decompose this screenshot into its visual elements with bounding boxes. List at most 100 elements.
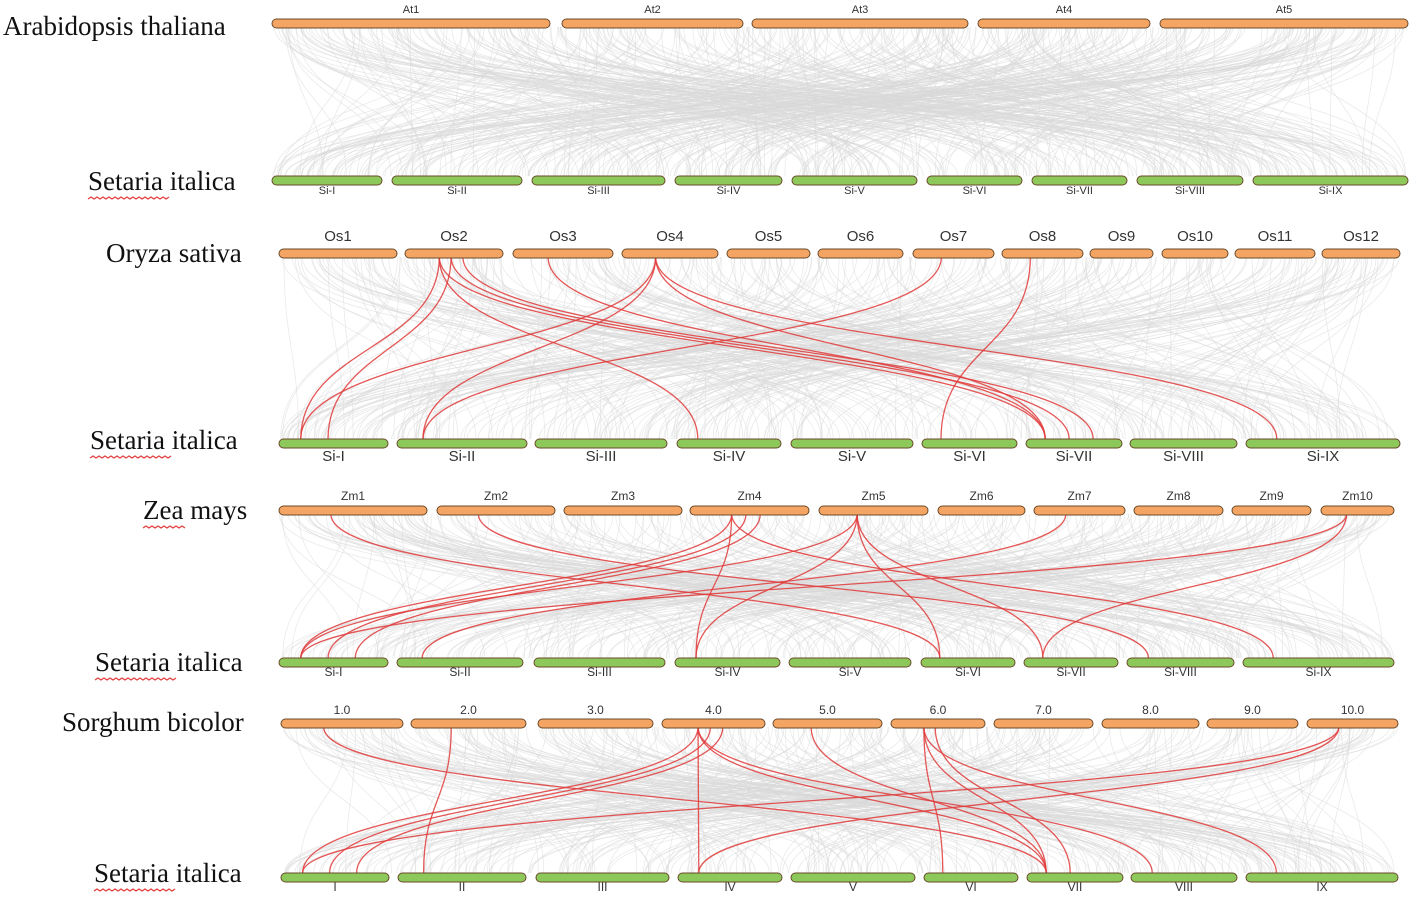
- gray-link: [715, 513, 1368, 659]
- gray-link: [1099, 26, 1269, 177]
- gray-link: [331, 513, 679, 659]
- red-link-layer: [300, 256, 1348, 874]
- chromosome-label: Os4: [656, 228, 684, 245]
- gray-link: [1361, 26, 1376, 177]
- chromosome-bar: [790, 872, 916, 883]
- gray-link: [476, 26, 1246, 177]
- chromosome-label: Si-IX: [1307, 448, 1340, 465]
- gray-link: [628, 513, 1151, 659]
- bottom-chromosome-Si-VII: Si-VII: [1025, 438, 1123, 465]
- gray-link: [498, 26, 812, 177]
- squiggle-underline: [142, 525, 186, 529]
- gray-link: [583, 26, 852, 177]
- gray-link: [697, 26, 1165, 177]
- chromosome-label: Si-IV: [713, 448, 746, 465]
- chromosome-bar: [533, 657, 666, 668]
- chromosome-label: VIII: [1175, 880, 1193, 894]
- gray-link: [983, 26, 1360, 177]
- gray-link: [626, 513, 672, 659]
- chromosome-bar: [1001, 248, 1084, 259]
- gray-link: [331, 26, 1029, 177]
- chromosome-bar: [1126, 657, 1235, 668]
- gray-link: [517, 26, 820, 177]
- gray-link: [807, 726, 1155, 874]
- gray-link: [648, 26, 1331, 177]
- chromosome-label: Zm7: [1068, 489, 1092, 503]
- red-link: [422, 256, 942, 440]
- bottom-chromosome-Si-I: Si-I: [278, 438, 389, 465]
- gray-link: [749, 256, 1121, 440]
- chromosome-bar: [534, 438, 668, 449]
- gray-link: [369, 256, 493, 440]
- gray-link: [546, 256, 1095, 440]
- gray-link: [870, 726, 1033, 874]
- top-chromosome-Zm7: Zm7: [1033, 489, 1126, 516]
- gray-link: [348, 513, 703, 659]
- chromosome-label: Os2: [440, 228, 468, 245]
- chromosome-bar: [1101, 718, 1200, 729]
- bottom-chromosome-IX: IX: [1245, 872, 1399, 894]
- chromosome-label: Si-IV: [717, 185, 742, 197]
- gray-link: [736, 26, 1311, 177]
- gray-link: [472, 26, 476, 177]
- gray-link: [572, 513, 637, 659]
- species-label-zea: Zea mays: [143, 495, 247, 525]
- gray-link: [848, 26, 1299, 177]
- gray-link: [333, 26, 1323, 177]
- chromosome-label: Si-II: [449, 665, 470, 679]
- gray-link: [488, 256, 626, 440]
- gray-link: [764, 513, 996, 659]
- top-chromosome-4.0: 4.0: [661, 703, 766, 729]
- gray-link: [552, 726, 728, 874]
- gray-link: [938, 26, 1299, 177]
- gray-link: [796, 256, 1223, 440]
- red-link: [697, 726, 1047, 874]
- chromosome-bar: [391, 175, 523, 186]
- red-link: [731, 513, 1274, 659]
- gray-link: [285, 26, 347, 177]
- gray-link: [561, 726, 773, 874]
- top-chromosome-Os10: Os10: [1161, 228, 1229, 259]
- gray-link: [458, 726, 478, 874]
- gray-link: [584, 726, 957, 874]
- red-link: [323, 726, 1047, 874]
- gray-link: [598, 256, 1093, 440]
- gray-link: [609, 256, 812, 440]
- gray-link: [495, 256, 763, 440]
- gray-link: [693, 26, 934, 177]
- top-chromosome-Zm1: Zm1: [278, 489, 428, 516]
- gray-link: [346, 256, 1124, 440]
- gray-link-layer: [272, 26, 1407, 874]
- gray-link: [322, 256, 1060, 440]
- gray-link: [315, 726, 862, 874]
- chromosome-bar: [920, 657, 1016, 668]
- chromosome-label: Zm6: [970, 489, 994, 503]
- gray-link: [658, 256, 1079, 440]
- top-chromosome-10.0: 10.0: [1306, 703, 1399, 729]
- bottom-chromosome-VII: VII: [1026, 872, 1124, 894]
- top-chromosome-At2: At2: [561, 4, 744, 29]
- bottom-chromosome-VIII: VIII: [1130, 872, 1238, 894]
- chromosome-label: Zm1: [341, 489, 365, 503]
- gray-link: [316, 26, 832, 177]
- gray-link: [509, 26, 1347, 177]
- chromosome-label: At5: [1276, 4, 1293, 16]
- gray-link: [484, 726, 847, 874]
- top-chromosome-Os3: Os3: [512, 228, 614, 259]
- chromosome-label: Os7: [940, 228, 968, 245]
- gray-link: [362, 726, 425, 874]
- gray-link: [789, 256, 1256, 440]
- chromosome-bar: [1306, 718, 1399, 729]
- gray-link: [375, 26, 479, 177]
- gray-link: [899, 726, 1343, 874]
- chromosome-label: VII: [1068, 880, 1083, 894]
- gray-link: [500, 256, 546, 440]
- gray-link: [1183, 26, 1220, 177]
- red-link: [300, 256, 657, 440]
- top-chromosome-Os6: Os6: [817, 228, 904, 259]
- gray-link: [341, 26, 1007, 177]
- chromosome-label: 8.0: [1142, 703, 1159, 717]
- gray-link: [327, 26, 663, 177]
- gray-link: [1321, 256, 1341, 440]
- gray-link: [560, 726, 785, 874]
